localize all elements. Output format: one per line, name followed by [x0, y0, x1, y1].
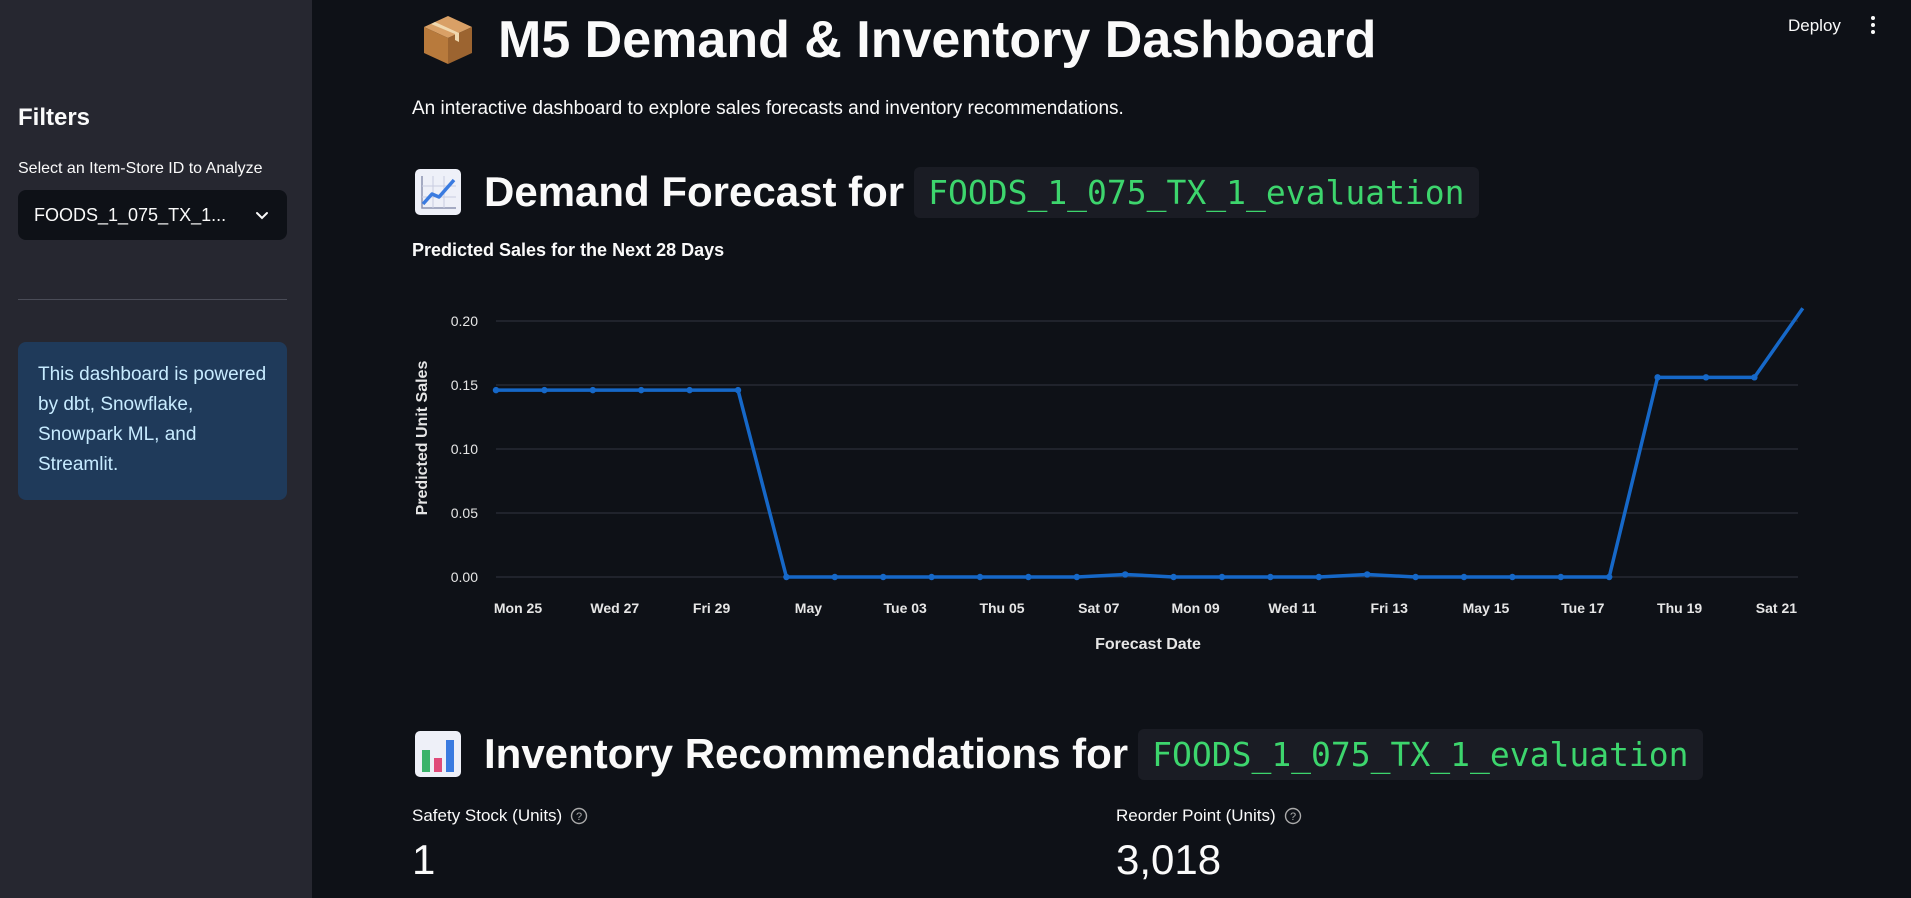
- y-tick-label: 0.20: [451, 313, 478, 329]
- reorder-point-label-text: Reorder Point (Units): [1116, 806, 1276, 825]
- reorder-point-value: 3,018: [1116, 836, 1222, 883]
- x-tick-label: Mon 09: [1171, 600, 1219, 616]
- x-tick-label: Sat 07: [1078, 600, 1119, 616]
- reorder-point-label: Reorder Point (Units) ?: [1116, 806, 1302, 826]
- inventory-item-code: FOODS_1_075_TX_1_evaluation: [1138, 728, 1703, 780]
- chart-title: Predicted Sales for the Next 28 Days: [412, 240, 725, 260]
- x-tick-label: Fri 29: [693, 600, 731, 616]
- x-tick-label: Thu 19: [1657, 600, 1702, 616]
- page-title-row: M5 Demand & Inventory Dashboard: [420, 10, 1376, 70]
- page-title: M5 Demand & Inventory Dashboard: [498, 11, 1377, 69]
- y-tick-label: 0.10: [451, 441, 478, 457]
- item-store-select[interactable]: FOODS_1_075_TX_1...: [18, 190, 287, 240]
- series-line: [496, 307, 1805, 579]
- data-point: [1751, 374, 1758, 381]
- bar-chart-icon: [415, 731, 461, 777]
- data-point: [928, 573, 935, 581]
- sidebar-divider: [18, 299, 287, 300]
- forecast-heading-text: Demand Forecast for: [484, 168, 905, 215]
- data-point: [976, 573, 984, 581]
- data-point: [1218, 573, 1226, 581]
- data-point: [734, 386, 742, 394]
- data-point: [686, 386, 693, 394]
- package-icon: [424, 16, 472, 64]
- data-point: [1557, 573, 1565, 581]
- forecast-chart: 0.00 0.05 0.10 0.15 0.20 Mon 25 Wed 27 Fri 29 Ma…: [414, 307, 1805, 653]
- x-tick-label: Tue 17: [1561, 600, 1605, 616]
- sidebar: Filters Select an Item-Store ID to Analy…: [0, 0, 312, 898]
- data-point: [492, 386, 500, 394]
- chevron-down-icon: [256, 212, 268, 220]
- data-point: [1509, 573, 1516, 581]
- page-subtitle: An interactive dashboard to explore sale…: [412, 98, 1124, 119]
- x-tick-label: Thu 05: [979, 600, 1024, 616]
- x-tick-label: Fri 13: [1371, 600, 1409, 616]
- data-point: [1606, 573, 1613, 581]
- data-point: [1460, 573, 1468, 581]
- info-box: This dashboard is powered by dbt, Snowfl…: [18, 342, 287, 500]
- data-point: [1654, 374, 1661, 381]
- data-point: [541, 386, 548, 394]
- y-axis-title: Predicted Unit Sales: [414, 361, 431, 516]
- data-point: [638, 386, 645, 394]
- x-tick-label: Sat 21: [1756, 600, 1797, 616]
- x-tick-label: May 15: [1463, 600, 1510, 616]
- item-store-select-value: FOODS_1_075_TX_1...: [34, 204, 227, 225]
- chart-increasing-icon: [415, 169, 461, 215]
- data-point: [1122, 571, 1129, 578]
- data-point: [783, 573, 790, 581]
- inventory-heading-text: Inventory Recommendations for: [484, 730, 1129, 777]
- x-axis-title: Forecast Date: [1095, 636, 1201, 653]
- x-tick-label: Mon 25: [494, 600, 542, 616]
- x-tick-label: May: [795, 600, 822, 616]
- deploy-button[interactable]: Deploy: [1788, 16, 1841, 35]
- help-icon[interactable]: ?: [1284, 807, 1302, 825]
- forecast-item-code: FOODS_1_075_TX_1_evaluation: [914, 166, 1479, 218]
- forecast-heading: Demand Forecast for FOODS_1_075_TX_1_eva…: [412, 166, 1479, 218]
- sidebar-title: Filters: [18, 104, 91, 131]
- data-point: [880, 573, 887, 581]
- safety-stock-label: Safety Stock (Units) ?: [412, 806, 588, 826]
- svg-text:?: ?: [576, 811, 582, 823]
- x-tick-label: Tue 03: [884, 600, 928, 616]
- help-icon[interactable]: ?: [570, 807, 588, 825]
- y-tick-label: 0.05: [451, 505, 478, 521]
- y-tick-label: 0.15: [451, 377, 478, 393]
- safety-stock-label-text: Safety Stock (Units): [412, 806, 563, 825]
- x-tick-label: Wed 11: [1268, 600, 1316, 616]
- data-point: [1025, 573, 1032, 581]
- data-point: [589, 386, 596, 394]
- y-tick-label: 0.00: [451, 569, 478, 585]
- item-store-select-label: Select an Item-Store ID to Analyze: [18, 160, 263, 177]
- data-point: [1315, 573, 1322, 581]
- x-tick-label: Wed 27: [590, 600, 639, 616]
- data-point: [1702, 374, 1710, 381]
- data-point: [1073, 573, 1080, 581]
- kebab-menu-icon[interactable]: [1866, 14, 1880, 38]
- svg-text:?: ?: [1290, 811, 1296, 823]
- inventory-heading: Inventory Recommendations for FOODS_1_07…: [412, 728, 1703, 780]
- data-point: [1267, 573, 1274, 581]
- data-point: [1364, 571, 1371, 578]
- data-point: [1170, 573, 1177, 581]
- safety-stock-value: 1: [412, 836, 436, 883]
- data-point: [831, 573, 838, 581]
- data-point: [1412, 573, 1419, 581]
